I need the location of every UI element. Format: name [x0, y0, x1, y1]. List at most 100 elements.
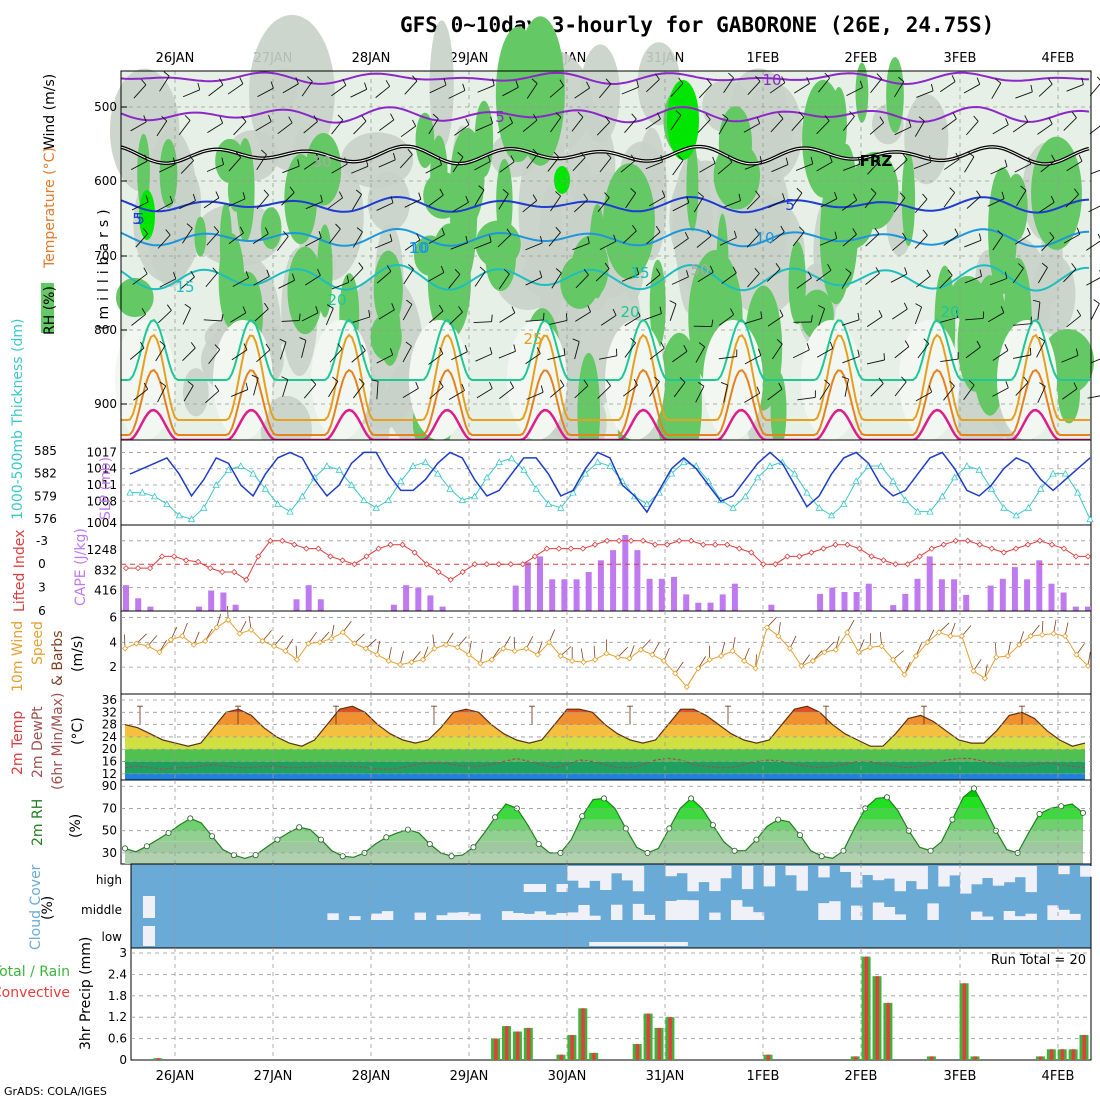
wind-barb-flag: [903, 302, 908, 310]
thickness-point: [495, 458, 503, 466]
high-cloud-clear: [523, 884, 536, 892]
wind-barb-flag: [656, 112, 661, 120]
precip-convective-bar: [1049, 1049, 1054, 1060]
rh2m-point: [535, 841, 542, 848]
slp-tick-label: 1004: [86, 516, 117, 530]
low-cloud-clear: [676, 942, 688, 946]
wind-barb-staff: [914, 198, 928, 214]
wind-barb-flag: [577, 111, 584, 118]
thickness-point: [544, 500, 553, 507]
wind-barb-staff: [672, 351, 688, 363]
wind-barb-staff: [649, 381, 660, 397]
wind-barb-flag: [355, 189, 362, 195]
cape-bar: [585, 572, 592, 611]
li-point: [459, 568, 466, 576]
wind-barb-flag: [479, 266, 486, 272]
wind-barb-flag: [978, 233, 982, 241]
wind-barb-flag: [776, 339, 783, 345]
wind-barb-flag: [503, 268, 510, 275]
wind10m-point: [786, 645, 793, 652]
thickness-point: [1061, 469, 1070, 477]
wind10m-point: [695, 665, 702, 672]
rh-shade-mid: [144, 128, 198, 288]
wind-barb-flag: [462, 83, 466, 91]
high-cloud-clear: [611, 866, 623, 874]
wind-barb-staff: [253, 377, 259, 396]
wind-barb-staff: [767, 388, 783, 401]
high-cloud-clear: [960, 866, 972, 894]
wind10m-point: [442, 641, 450, 648]
wind-barb-flag: [143, 382, 149, 390]
li-point: [856, 545, 863, 552]
li-point: [640, 537, 647, 544]
wind-barb-staff: [670, 114, 682, 131]
wind10m-barbs-label: & Barbs: [50, 631, 66, 687]
wind-barb-flag: [926, 269, 931, 277]
high-cloud-clear: [872, 866, 885, 881]
wind-barb-flag: [1024, 115, 1029, 122]
wind-barb-flag: [407, 148, 413, 155]
top-date-axis: 26JAN27JAN28JAN29JAN30JAN31JAN1FEB2FEB3F…: [156, 51, 1075, 66]
wind-barb-staff: [402, 304, 413, 321]
wind-barb-staff: [428, 272, 445, 282]
wind-barb-staff: [572, 157, 586, 172]
wind-barb-staff: [1037, 386, 1046, 403]
li-point: [219, 568, 226, 576]
wind-barb-staff: [914, 120, 925, 137]
credit-text: GrADS: COLA/IGES: [4, 1085, 107, 1098]
wind-barb-flag: [1028, 157, 1032, 165]
wind-barb-flag: [834, 191, 838, 199]
cape-bar: [549, 579, 556, 611]
precip-panel-frame: [130, 947, 1092, 1061]
wind-barb-flag: [824, 379, 830, 385]
rh-color-band: [125, 808, 1083, 820]
rh2m-point: [274, 836, 281, 843]
wind-barb-flag: [365, 159, 369, 167]
slp-label: SLP (mb): [98, 457, 114, 520]
thickness-point: [581, 469, 590, 477]
wind-barb-staff: [1063, 234, 1080, 244]
cape-tick-label: 832: [94, 563, 117, 577]
wind-barb-flag: [968, 152, 975, 158]
middle-cloud-clear: [523, 913, 536, 920]
cloud-cover-blocks: [143, 866, 1092, 946]
wind-barb-flag: [1041, 262, 1048, 268]
precip-convective-bar: [559, 1054, 563, 1060]
high-cloud-clear: [632, 866, 645, 892]
slp-tick-label: 1008: [86, 494, 117, 508]
li-point: [688, 537, 695, 544]
wind-barb-staff: [595, 268, 610, 282]
cape-bar: [597, 560, 604, 611]
wind10m-barb: [411, 651, 421, 663]
wind-barb-flag: [235, 152, 242, 158]
wind-barb-staff: [842, 356, 860, 364]
rh2m-point: [775, 816, 782, 823]
wind10m-point: [832, 646, 839, 653]
high-cloud-clear: [971, 866, 983, 885]
cape-bar: [914, 578, 921, 611]
wind-barb-flag: [337, 114, 344, 121]
wind10m-barb: [147, 635, 158, 647]
wind-barb-staff: [257, 87, 274, 98]
wind-barb-flag: [266, 269, 270, 277]
wind-barb-flag: [572, 338, 580, 343]
wind-barb-flag: [265, 343, 271, 351]
wind10m-barb: [308, 631, 317, 644]
wind-barb-staff: [549, 319, 568, 325]
li-point: [676, 537, 683, 544]
wind-barb-flag: [213, 226, 220, 233]
cape-bar: [890, 605, 897, 611]
wind-barb-flag: [291, 273, 296, 281]
precip-tick-label: 1.8: [108, 989, 127, 1003]
wind-barb-flag: [810, 156, 814, 164]
wind-barb-flag: [465, 118, 470, 126]
precip-convective-bar: [929, 1056, 934, 1060]
bottom-date-label: 27JAN: [254, 1069, 293, 1084]
wind-barb-flag: [586, 81, 591, 89]
li-point: [615, 537, 623, 544]
wind10m-barb: [342, 620, 352, 633]
wind10m-point: [1084, 662, 1092, 669]
wind-barb-flag: [371, 379, 379, 382]
wind-barb-staff: [157, 234, 171, 249]
wind-barb-staff: [575, 274, 589, 289]
